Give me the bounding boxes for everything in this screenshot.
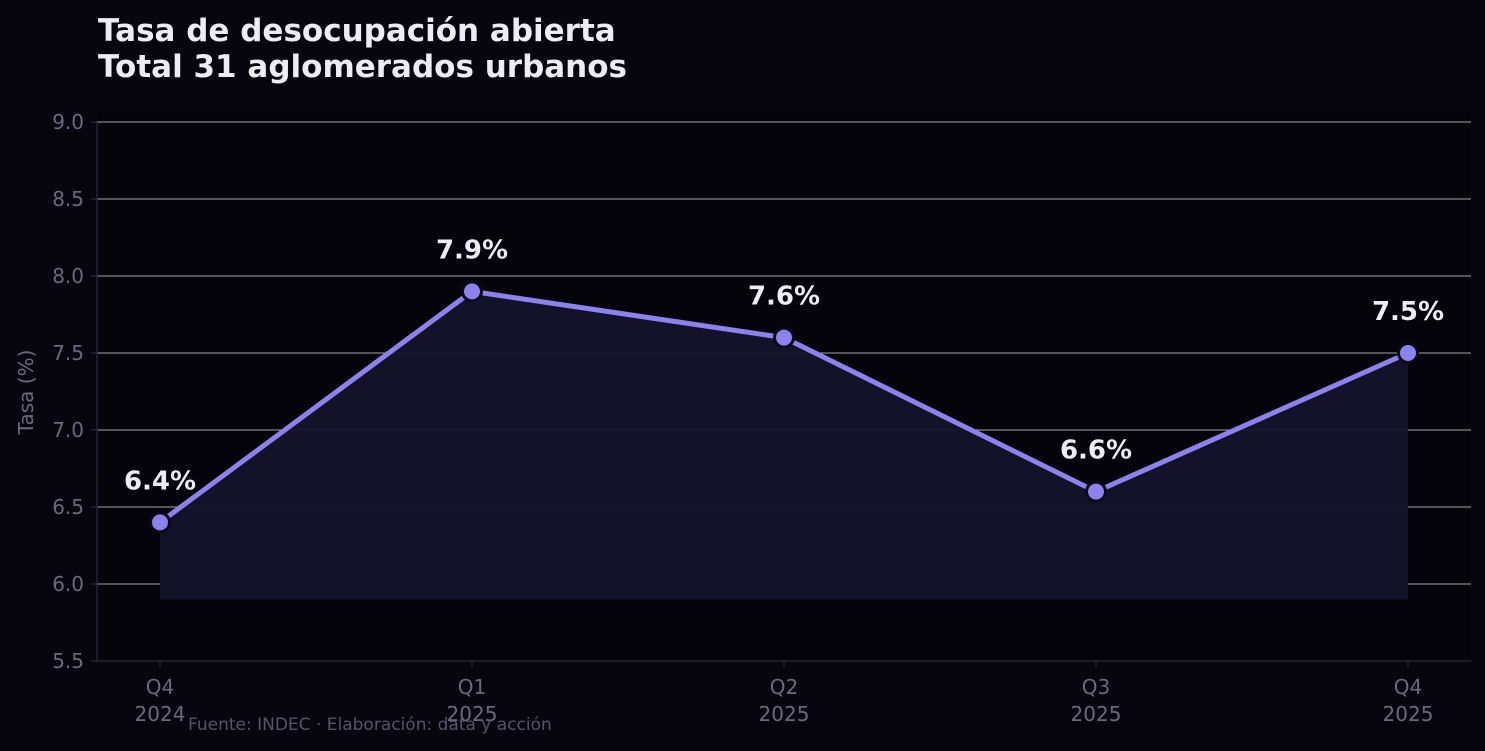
- y-tick-label: 5.5: [52, 649, 84, 673]
- area-fill-shape: [160, 291, 1408, 600]
- y-tick-label: 9.0: [52, 110, 84, 134]
- x-tick-label-year: 2025: [447, 702, 498, 726]
- y-tick-label: 8.5: [52, 187, 84, 211]
- x-tick-label-quarter: Q1: [458, 675, 486, 699]
- data-label: 7.6%: [748, 282, 820, 312]
- y-axis-label: Tasa (%): [14, 350, 38, 436]
- data-points: [149, 280, 1419, 534]
- x-tick-labels: Q4 2024 Q1 2025 Q2 2025 Q3 2025 Q4 2025: [135, 661, 1434, 726]
- source-note: Fuente: INDEC · Elaboración: data y acci…: [188, 715, 552, 735]
- data-labels: 6.4% 7.9% 7.6% 6.6% 7.5%: [124, 235, 1444, 496]
- data-point: [773, 326, 795, 349]
- x-tick-label-quarter: Q3: [1082, 675, 1110, 699]
- x-tick-label-year: 2025: [1071, 702, 1122, 726]
- data-point: [149, 511, 171, 534]
- chart-title-line-2: Total 31 aglomerados urbanos: [98, 49, 627, 85]
- y-tick-label: 6.0: [52, 572, 84, 596]
- x-tick-label-year: 2024: [135, 702, 186, 726]
- data-label: 7.5%: [1372, 297, 1444, 327]
- y-tick-label: 6.5: [52, 495, 84, 519]
- y-tick-label: 8.0: [52, 264, 84, 288]
- x-tick-label-quarter: Q2: [770, 675, 798, 699]
- x-tick-label-quarter: Q4: [146, 675, 174, 699]
- data-label: 6.6%: [1060, 436, 1132, 466]
- chart-title-line-1: Tasa de desocupación abierta: [98, 13, 616, 49]
- area-fill: [160, 291, 1408, 600]
- x-tick-label-year: 2025: [759, 702, 810, 726]
- y-tick-label: 7.5: [52, 341, 84, 365]
- data-label: 7.9%: [436, 235, 508, 265]
- y-tick-labels: 5.5 6.0 6.5 7.0 7.5 8.0 8.5 9.0: [52, 110, 97, 673]
- y-tick-label: 7.0: [52, 418, 84, 442]
- data-point: [1085, 480, 1107, 503]
- data-point: [461, 280, 483, 303]
- x-tick-label-quarter: Q4: [1394, 675, 1422, 699]
- data-point: [1397, 342, 1419, 364]
- chart-title: Tasa de desocupación abierta Total 31 ag…: [98, 13, 627, 85]
- data-label: 6.4%: [124, 466, 196, 496]
- x-tick-label-year: 2025: [1383, 702, 1434, 726]
